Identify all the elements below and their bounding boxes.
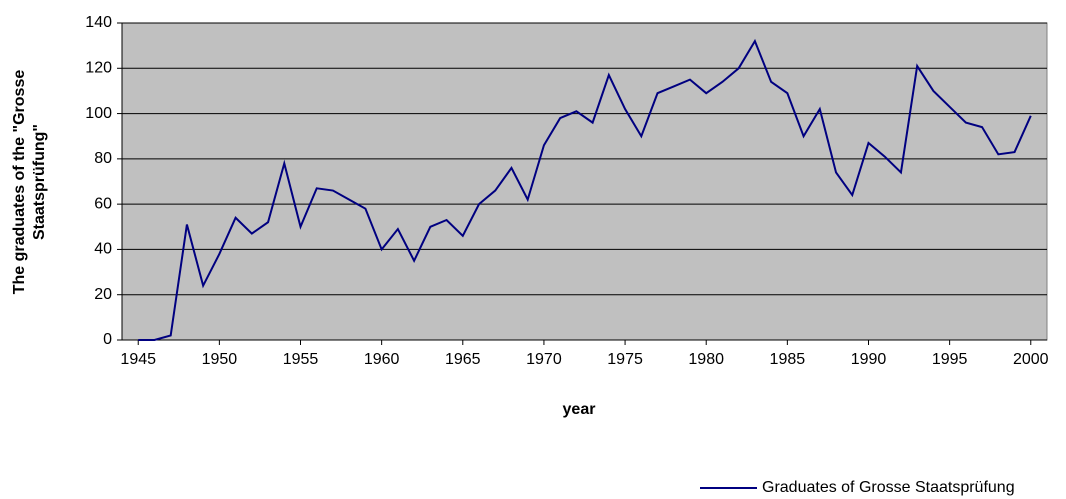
x-tick-label: 1955: [283, 351, 319, 368]
x-tick-label: 1995: [932, 351, 968, 368]
data-line: [138, 38, 1032, 341]
x-tick-label: 1985: [770, 351, 806, 368]
y-axis-label: The graduates of the "Grosse Staatsprüfu…: [11, 70, 48, 295]
y-tick-label: 100: [85, 105, 112, 122]
x-tick-label: 1990: [851, 351, 887, 368]
x-axis-label: year: [563, 401, 596, 418]
legend-label: Graduates of Grosse Staatsprüfung: [762, 479, 1015, 496]
y-tick-label: 40: [94, 241, 112, 258]
y-axis-label-line: Staatsprüfung": [31, 124, 48, 240]
x-tick-label: 1945: [120, 351, 156, 368]
x-tick-label: 1965: [445, 351, 481, 368]
x-tick-label: 2000: [1013, 351, 1049, 368]
y-tick-label: 60: [94, 195, 112, 212]
y-tick-label: 20: [94, 286, 112, 303]
y-tick-label: 0: [103, 331, 112, 348]
x-tick-label: 1970: [526, 351, 562, 368]
y-tick-label: 120: [85, 60, 112, 77]
x-tick-label: 1960: [364, 351, 400, 368]
x-tick-label: 1950: [202, 351, 238, 368]
x-tick-label: 1975: [607, 351, 643, 368]
x-tick-label: 1980: [688, 351, 724, 368]
y-axis-label-line: The graduates of the "Grosse: [11, 70, 28, 295]
y-tick-label: 140: [85, 14, 112, 31]
plot-area: [121, 22, 1048, 341]
y-tick-label: 80: [94, 150, 112, 167]
